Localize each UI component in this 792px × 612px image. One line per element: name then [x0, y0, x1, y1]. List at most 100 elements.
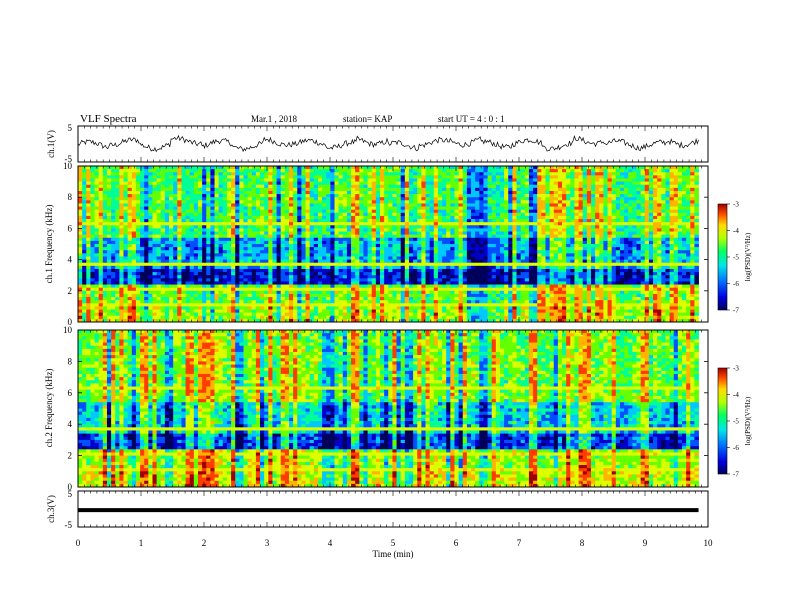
spectrogram-cell [218, 175, 224, 179]
spectrogram-cell [78, 225, 83, 229]
spectrogram-cell [169, 209, 174, 214]
spectrogram-cell [305, 212, 311, 217]
spectrogram-cell [632, 184, 637, 189]
spectrogram-cell [611, 187, 617, 192]
spectrogram-cell [334, 190, 340, 195]
spectrogram-cell [504, 262, 509, 267]
spectrogram-cell [210, 219, 215, 223]
spectrogram-cell [342, 222, 348, 226]
spectrogram-cell [359, 206, 364, 211]
spectrogram-cell [102, 172, 108, 176]
spectrogram-cell [413, 203, 418, 207]
spectrogram-cell [442, 178, 447, 182]
spectrogram-cell [260, 169, 265, 173]
spectrogram-cell [367, 219, 373, 223]
spectrogram-cell [446, 250, 451, 254]
spectrogram-cell [533, 194, 538, 198]
spectrogram-cell [677, 209, 683, 214]
spectrogram-cell [615, 237, 621, 242]
spectrogram-cell [189, 178, 195, 182]
spectrogram-cell [653, 200, 658, 204]
spectrogram-cell [640, 215, 646, 220]
spectrogram-cell [499, 219, 505, 223]
spectrogram-cell [553, 250, 559, 254]
spectrogram-cell [557, 197, 563, 201]
spectrogram-cell [574, 244, 579, 248]
spectrogram-cell [210, 247, 215, 251]
spectrogram-cell [566, 184, 571, 189]
spectrogram-cell [553, 200, 559, 204]
spectrogram-cell [388, 194, 393, 198]
spectrogram-cell [458, 172, 464, 176]
spectrogram-cell [504, 253, 509, 257]
spectrogram-cell [384, 265, 389, 270]
spectrogram-cell [346, 215, 352, 220]
spectrogram-cell [694, 259, 699, 264]
spectrogram-cell [541, 169, 546, 173]
spectrogram-cell [226, 244, 232, 248]
spectrogram-cell [346, 225, 352, 229]
spectrogram-cell [82, 231, 87, 236]
spectrogram-cell [268, 219, 273, 223]
spectrogram-cell [528, 212, 534, 217]
spectrogram-cell [173, 244, 178, 248]
spectrogram-cell [458, 250, 464, 254]
spectrogram-cell [566, 175, 571, 179]
spectrogram-cell [313, 219, 319, 223]
spectrogram-cell [549, 184, 555, 189]
spectrogram-cell [177, 190, 182, 195]
spectrogram-cell [570, 169, 575, 173]
spectrogram-cell [106, 253, 112, 257]
spectrogram-cell [305, 197, 311, 201]
spectrogram-cell [504, 203, 509, 207]
spectrogram-cell [375, 256, 381, 260]
spectrogram-cell [322, 237, 327, 242]
spectrogram-cell [317, 265, 323, 270]
spectrogram-cell [346, 175, 352, 179]
spectrogram-cell [466, 172, 472, 176]
spectrogram-cell [189, 228, 195, 232]
spectrogram-cell [301, 256, 306, 260]
spectrogram-cell [322, 175, 327, 179]
spectrogram-cell [632, 200, 637, 204]
spectrogram-cell [326, 184, 331, 189]
spectrogram-cell [367, 215, 373, 220]
spectrogram-cell [520, 197, 526, 201]
spectrogram-cell [690, 187, 695, 192]
spectrogram-cell [235, 259, 240, 264]
spectrogram-cell [673, 169, 679, 173]
spectrogram-cell [156, 190, 162, 195]
spectrogram-cell [549, 237, 555, 242]
spectrogram-cell [305, 203, 311, 207]
spectrogram-cell [508, 175, 513, 179]
spectrogram-cell [499, 178, 505, 182]
spectrogram-cell [400, 203, 406, 207]
spectrogram-cell [499, 240, 505, 245]
spectrogram-cell [82, 244, 87, 248]
spectrogram-cell [164, 240, 170, 245]
spectrogram-cell [657, 172, 662, 176]
spectrogram-cell [615, 190, 621, 195]
spectrogram-cell [421, 215, 426, 220]
spectrogram-cell [127, 256, 133, 260]
spectrogram-cell [264, 222, 269, 226]
spectrogram-cell [119, 268, 124, 273]
spectrogram-cell [665, 194, 670, 198]
spectrogram-cell [371, 169, 377, 173]
spectrogram-cell [297, 212, 302, 217]
spectrogram-cell [260, 197, 265, 201]
spectrogram-cell [218, 234, 224, 239]
spectrogram-cell [582, 184, 588, 189]
spectrogram-cell [115, 262, 120, 267]
spectrogram-cell [545, 209, 551, 214]
spectrogram-cell [355, 240, 360, 245]
spectrogram-cell [380, 222, 385, 226]
spectrogram-cell [102, 262, 108, 267]
spectrogram-cell [371, 215, 377, 220]
spectrogram-cell [669, 222, 675, 226]
spectrogram-cell [512, 206, 517, 211]
spectrogram-cell [582, 234, 588, 239]
spectrogram-cell [235, 234, 240, 239]
spectrogram-cell [268, 256, 273, 260]
start-time-label: start UT = 4 : 0 : 1 [438, 114, 505, 124]
